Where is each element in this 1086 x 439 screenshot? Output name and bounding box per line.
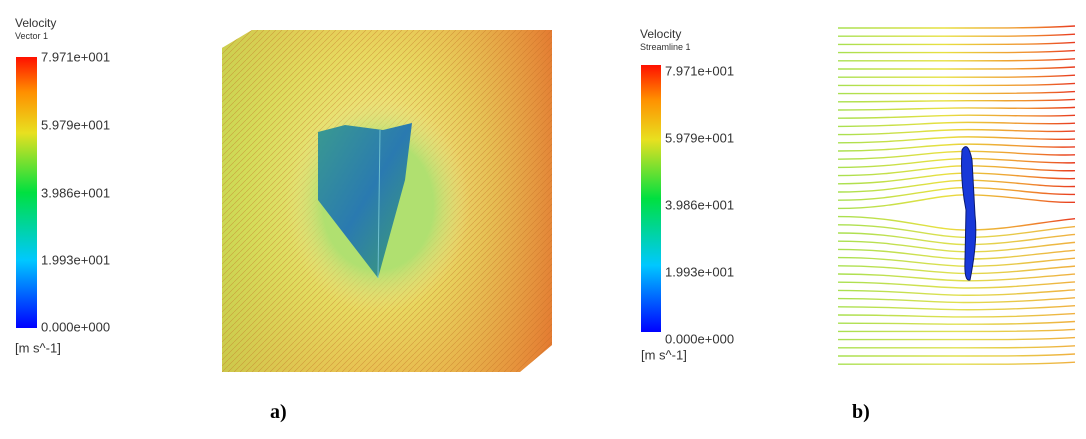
streamline: [838, 26, 1075, 28]
streamline: [838, 217, 1075, 230]
tick-label: 5.979e+001: [665, 130, 734, 145]
legend-subtitle: Streamline 1: [640, 42, 691, 52]
caption: b): [852, 401, 870, 423]
streamline: [838, 144, 1075, 151]
streamline: [838, 99, 1075, 101]
streamline: [838, 322, 1075, 325]
streamline: [838, 115, 1075, 118]
streamline: [838, 338, 1075, 340]
streamline: [838, 92, 1075, 94]
streamline: [838, 107, 1075, 110]
unit-label: [m s^-1]: [15, 340, 61, 355]
tick-label: 0.000e+000: [665, 331, 734, 346]
streamline: [838, 306, 1075, 310]
streamline: [838, 83, 1075, 85]
streamline: [838, 314, 1075, 317]
streamline: [838, 34, 1075, 36]
tick-label: 7.971e+001: [41, 49, 110, 64]
streamline-plot: [838, 26, 1075, 364]
tick-label: 7.971e+001: [665, 63, 734, 78]
tick-label: 1.993e+001: [41, 252, 110, 267]
streamline: [838, 75, 1075, 77]
streamline: [838, 282, 1075, 288]
streamline: [838, 354, 1075, 356]
streamline: [838, 266, 1075, 274]
blade: [962, 147, 976, 280]
streamline: [838, 51, 1075, 53]
color-bar: [16, 57, 37, 328]
streamline: [838, 122, 1075, 126]
streamline: [838, 188, 1075, 201]
unit-label: [m s^-1]: [641, 347, 687, 362]
legend-subtitle: Vector 1: [15, 31, 48, 41]
streamline: [838, 346, 1075, 348]
figure: Velocity Vector 1 7.971e+001 5.979e+001 …: [0, 0, 1086, 439]
legend-b: Velocity Streamline 1 7.971e+001 5.979e+…: [640, 27, 734, 362]
legend-title: Velocity: [640, 27, 681, 41]
tick-label: 0.000e+000: [41, 319, 110, 334]
streamline: [838, 42, 1075, 44]
caption: a): [270, 401, 287, 423]
streamline: [838, 362, 1075, 364]
streamline: [838, 329, 1075, 331]
legend-title: Velocity: [15, 16, 56, 30]
streamline: [838, 67, 1075, 69]
streamline: [838, 298, 1075, 303]
tick-label: 5.979e+001: [41, 117, 110, 132]
streamline: [838, 151, 1075, 159]
streamline: [838, 59, 1075, 61]
color-bar: [641, 65, 661, 332]
legend-a: Velocity Vector 1 7.971e+001 5.979e+001 …: [15, 16, 110, 355]
tick-label: 3.986e+001: [665, 197, 734, 212]
streamline: [838, 195, 1075, 209]
streamline: [838, 137, 1075, 143]
streamline: [838, 290, 1075, 295]
streamline: [838, 130, 1075, 135]
streamline: [838, 225, 1075, 238]
vector-plot: [222, 30, 552, 372]
tick-label: 3.986e+001: [41, 185, 110, 200]
tick-label: 1.993e+001: [665, 264, 734, 279]
streamline: [838, 274, 1075, 281]
